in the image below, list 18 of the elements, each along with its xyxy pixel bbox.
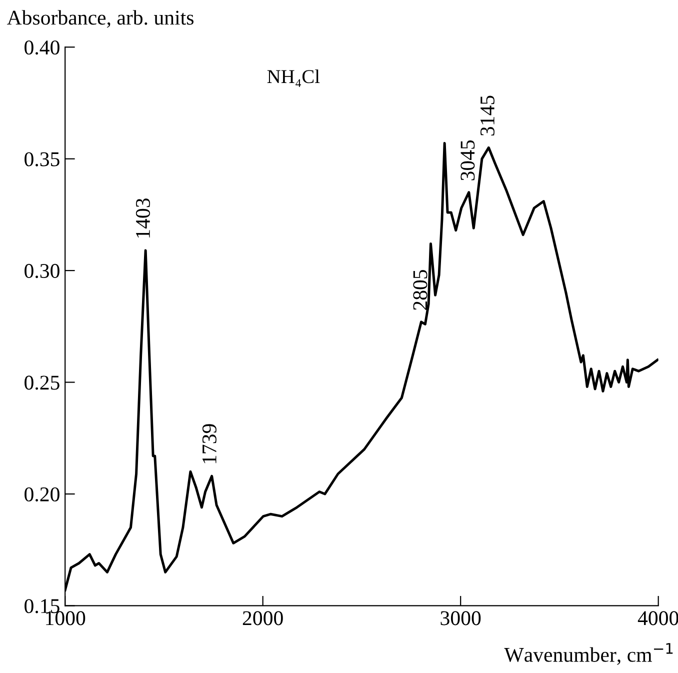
y-tick-label: 0.30	[24, 264, 60, 278]
annotation: 3145	[480, 96, 494, 136]
annotation: 2805	[413, 270, 428, 310]
x-tick-label: 3000	[440, 611, 481, 626]
y-axis-title: Absorbance, arb. units	[6, 10, 194, 28]
annotation: 3045	[460, 140, 475, 180]
y-tick-label: 0.20	[24, 487, 60, 502]
y-tick-label: 0.35	[24, 152, 60, 166]
x-tick-label: 2000	[242, 611, 283, 626]
x-axis-title: Wavenumber, cm$^{−1}$	[504, 643, 673, 665]
y-tick-label: 0.15	[24, 599, 60, 614]
x-tick-label: 1000	[46, 611, 86, 626]
annotation: 1403	[136, 198, 150, 238]
y-tick-label: 0.25	[24, 376, 60, 390]
y-tick-label: 0.40	[24, 40, 60, 55]
text: NH₄Cl	[267, 69, 320, 87]
annotation: 1739	[202, 424, 216, 464]
x-tick-label: 4000	[638, 611, 678, 626]
